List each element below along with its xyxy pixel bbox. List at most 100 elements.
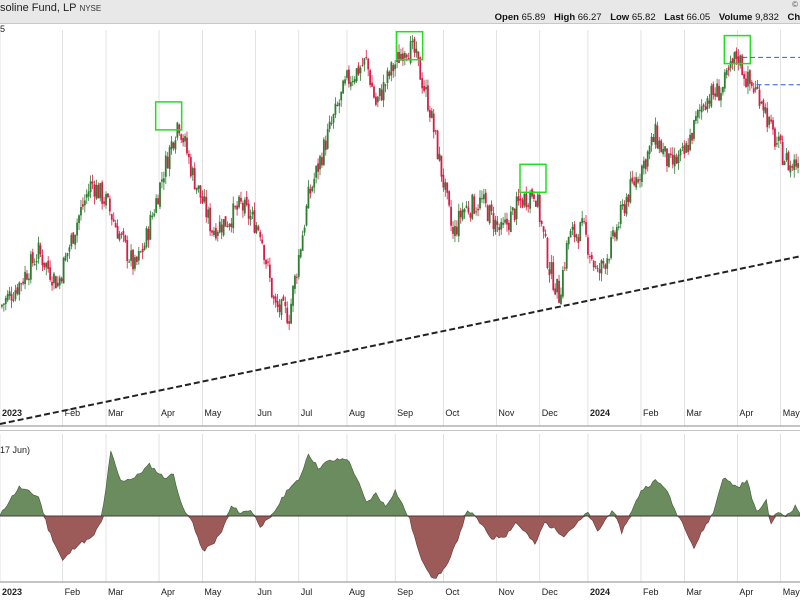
candle-body — [89, 181, 92, 193]
candle-body — [617, 226, 620, 228]
candle-body — [450, 206, 452, 226]
candle-body — [338, 102, 341, 106]
candle-body — [405, 54, 408, 58]
candle-body — [681, 146, 684, 148]
candle-body — [18, 282, 21, 295]
candle-body — [432, 113, 435, 133]
candle-body — [220, 224, 223, 233]
candle-body — [137, 251, 140, 261]
candle-body — [594, 265, 597, 268]
candle-body — [521, 199, 524, 208]
candle-body — [710, 85, 713, 107]
candle-body — [558, 280, 560, 303]
candle-body — [83, 200, 86, 206]
candle-body — [346, 70, 348, 78]
candle-body — [97, 184, 100, 199]
candle-body — [261, 239, 264, 244]
candle-body — [403, 52, 406, 59]
candle-body — [556, 278, 559, 293]
candle-body — [41, 254, 44, 266]
candle-body — [168, 147, 171, 169]
candle-body — [203, 196, 206, 202]
candle-body — [781, 142, 784, 165]
candle-body — [581, 218, 584, 224]
x-tick-label: Sep — [397, 408, 413, 418]
x-tick-label: May — [204, 408, 222, 418]
candle-body — [454, 225, 456, 237]
candle-body — [677, 154, 680, 164]
candle-body — [166, 156, 169, 169]
candle-body — [496, 221, 499, 225]
x-tick-label: May — [204, 587, 222, 597]
candle-body — [743, 74, 745, 79]
candle-body — [791, 166, 794, 168]
candle-body — [132, 249, 134, 270]
candle-body — [213, 230, 215, 236]
candle-body — [590, 255, 593, 260]
candle-body — [99, 183, 102, 199]
candle-body — [24, 271, 26, 285]
candle-body — [461, 209, 464, 220]
candle-body — [14, 290, 17, 300]
candle-body — [768, 116, 771, 125]
candle-body — [297, 255, 300, 277]
candle-body — [413, 38, 416, 53]
x-tick-label: Jun — [257, 408, 272, 418]
candle-body — [479, 197, 481, 209]
candle-body — [573, 224, 576, 237]
candle-body — [349, 82, 352, 87]
candle-body — [72, 232, 75, 244]
x-tick-label: Jun — [257, 587, 272, 597]
candle-body — [633, 181, 636, 186]
candle-body — [240, 197, 242, 202]
candle-body — [467, 207, 470, 213]
candle-body — [615, 227, 618, 240]
candle-body — [303, 227, 306, 233]
candle-body — [230, 223, 233, 228]
candle-body — [207, 209, 210, 218]
candle-body — [747, 71, 749, 87]
candle-body — [294, 275, 296, 289]
candle-body — [475, 211, 478, 213]
candle-body — [565, 243, 568, 269]
candle-body — [35, 260, 38, 263]
candle-body — [448, 191, 451, 206]
candle-body — [585, 221, 587, 235]
candle-body — [606, 258, 609, 269]
candle-body — [463, 209, 466, 213]
candle-body — [107, 193, 109, 198]
candle-body — [587, 237, 589, 255]
candle-body — [525, 193, 528, 208]
x-tick-label: Apr — [739, 587, 753, 597]
candle-body — [509, 211, 512, 233]
candle-body — [583, 221, 585, 223]
candle-body — [394, 64, 397, 70]
candle-body — [380, 89, 383, 101]
candle-body — [120, 233, 123, 235]
x-tick-label: Sep — [397, 587, 413, 597]
oscillator-label: 17 Jun) — [0, 445, 30, 455]
candle-body — [311, 186, 314, 191]
volume-value: 9,832 — [755, 12, 779, 23]
candle-body — [783, 161, 786, 166]
x-tick-label: Nov — [498, 408, 515, 418]
candle-body — [785, 153, 788, 161]
candle-body — [272, 296, 275, 299]
candle-body — [419, 57, 422, 80]
candle-body — [779, 135, 782, 141]
candle-body — [415, 48, 418, 54]
candle-body — [91, 181, 94, 184]
oscillator-x-axis: 2023 Feb Mar Apr May Jun Jul Aug Sep Oct Nov Dec 202… — [2, 587, 800, 597]
candle-body — [498, 227, 501, 231]
candle-body — [180, 134, 183, 140]
candle-body — [355, 68, 358, 82]
candle-body — [270, 277, 273, 298]
candle-body — [504, 219, 506, 223]
candle-body — [342, 80, 345, 94]
change-label: Chg — [787, 12, 800, 23]
candle-body — [199, 185, 202, 198]
candle-body — [80, 207, 82, 216]
candle-body — [299, 249, 302, 258]
oscillator-positive-area — [0, 450, 800, 517]
candle-body — [369, 70, 372, 85]
